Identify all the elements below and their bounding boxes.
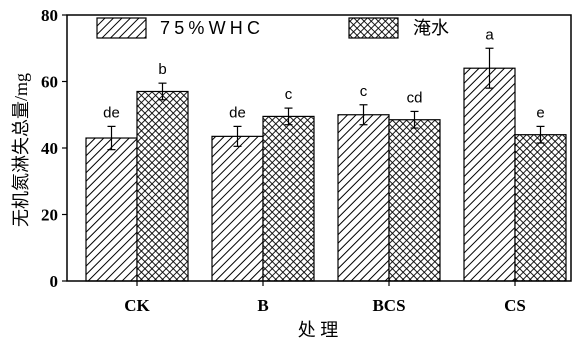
x-tick-label-bcs: BCS [372,296,405,315]
legend-item-series-2: 淹水 [348,17,449,39]
y-tick-label-40: 40 [41,139,58,158]
significance-label-s2-ck: b [158,61,166,78]
error-bar-s1-ck [107,125,116,151]
error-bar-s2-cs [536,125,545,144]
y-tick-label-60: 60 [41,73,58,92]
y-tick-label-80: 80 [41,6,58,25]
legend-item-series-1: 75%WHC [96,17,260,39]
y-tick-label-0: 0 [50,272,59,291]
x-tick-label-ck: CK [124,296,150,315]
x-tick-label-cs: CS [504,296,526,315]
bar-s2-bcs [388,119,441,282]
x-axis: CK B BCS CS [124,281,526,315]
significance-label-s1-bcs: c [360,83,368,100]
significance-label-s1-ck: de [103,104,120,121]
error-bar-s1-bcs [359,104,368,126]
bar-s1-cs [463,67,516,282]
error-bar-s1-b [233,125,242,147]
legend-label-series-1: 75%WHC [160,18,260,38]
y-axis: 0 20 40 60 80 [41,6,67,291]
legend-label-series-2: 淹水 [413,18,449,38]
bar-s1-bcs [337,114,390,282]
significance-label-s2-bcs: cd [407,89,423,106]
error-bar-s1-cs [485,47,494,89]
x-axis-title: 处 理 [298,320,339,340]
y-axis-title: 无机氮淋失总量/mg [11,73,31,227]
legend-swatch-cross-hatch [348,17,399,39]
significance-label-s2-cs: e [536,104,544,121]
significance-label-s1-cs: a [485,26,494,43]
bars [85,67,567,282]
bar-s1-b [211,135,264,282]
error-bars [107,47,545,151]
x-tick-label-b: B [257,296,268,315]
error-bar-s2-b [284,107,293,126]
y-tick-label-20: 20 [41,206,58,225]
significance-label-s2-b: c [285,86,293,103]
bar-s2-cs [514,134,567,282]
bar-s2-ck [136,90,189,282]
significance-label-s1-b: de [229,104,246,121]
error-bar-s2-bcs [410,110,419,129]
bar-s1-ck [85,137,138,282]
error-bar-s2-ck [158,82,167,101]
significance-labels: de b de c c cd a e [103,26,545,121]
legend: 75%WHC 淹水 [96,17,449,39]
legend-swatch-diagonal-hatch [96,17,147,39]
plot-frame [66,14,572,282]
bar-s2-b [262,115,315,282]
